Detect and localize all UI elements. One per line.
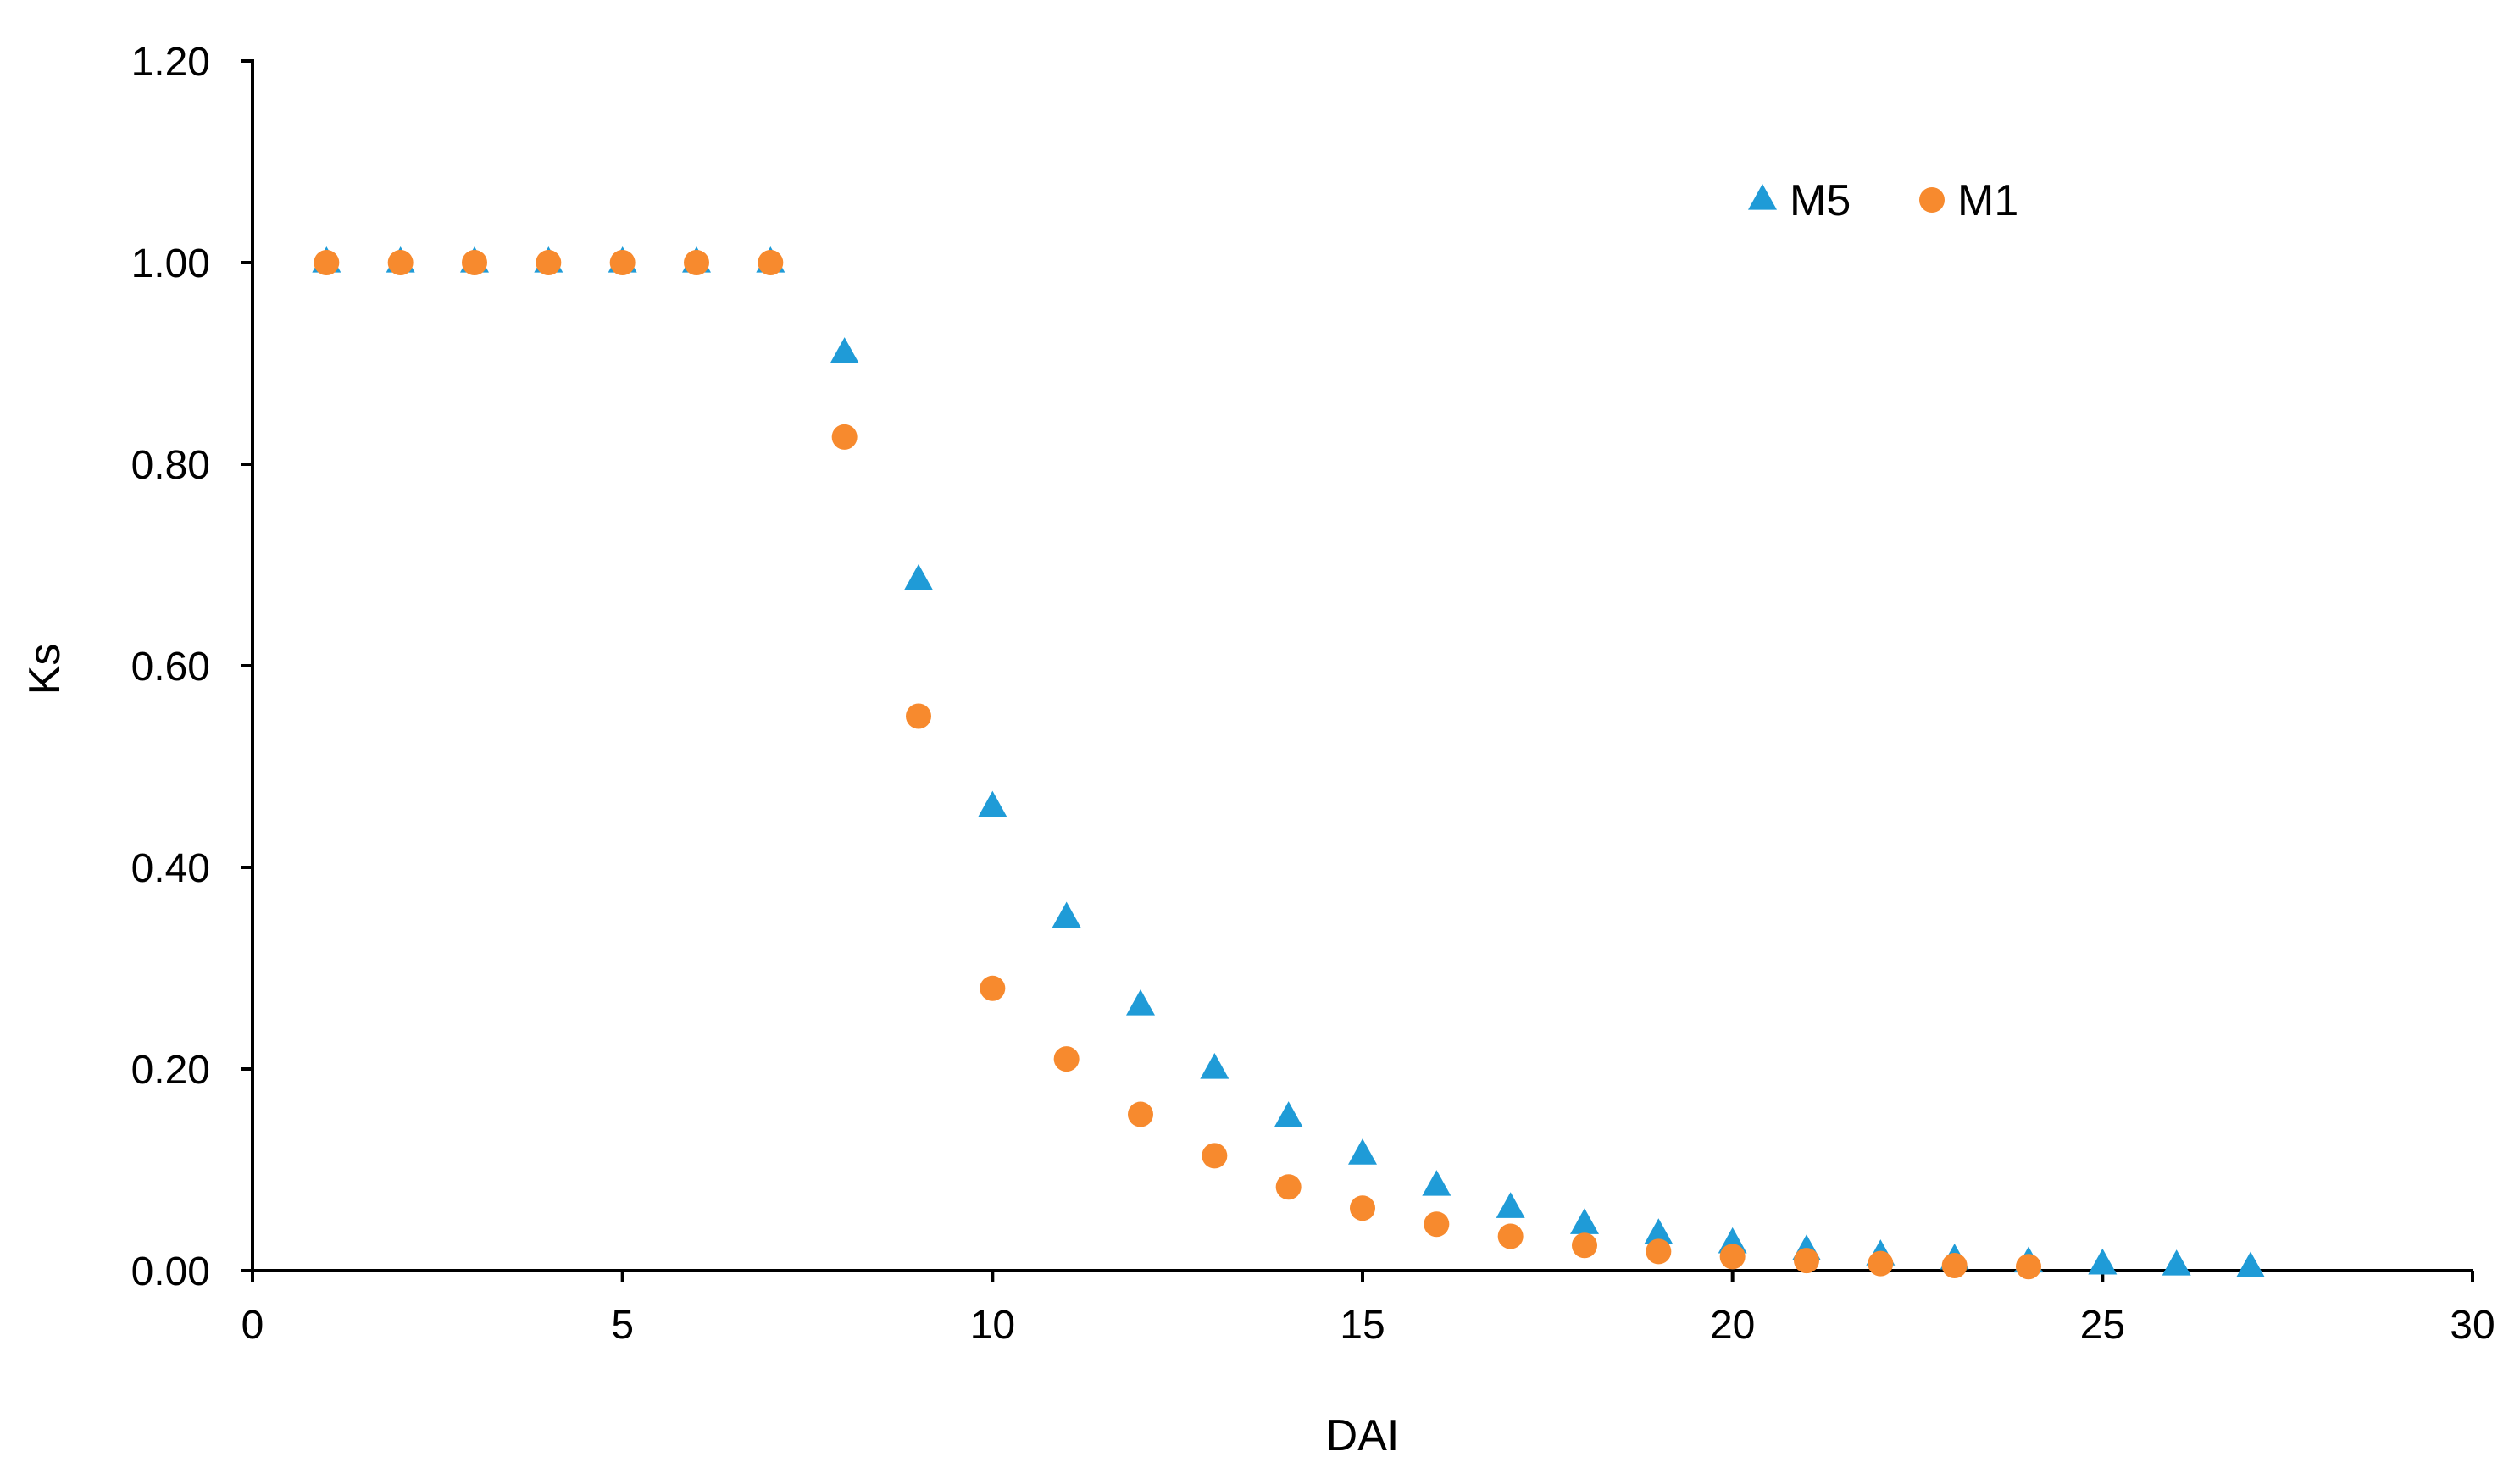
- series-m1: [314, 250, 2041, 1280]
- data-point-m1: [1128, 1101, 1153, 1127]
- data-point-m1: [536, 250, 562, 275]
- legend-item-m1: M1: [1919, 176, 2018, 225]
- data-point-m5: [1422, 1170, 1451, 1196]
- legend-label: M5: [1790, 176, 1851, 225]
- data-point-m5: [1644, 1218, 1674, 1244]
- data-point-m5: [2162, 1249, 2191, 1276]
- data-point-m5: [1052, 901, 1081, 928]
- y-tick-label: 0.80: [131, 443, 210, 488]
- data-point-m5: [904, 563, 933, 590]
- data-marks: [312, 246, 2265, 1280]
- x-tick-label: 5: [611, 1303, 634, 1348]
- legend-item-m5: M5: [1748, 176, 1851, 225]
- data-point-m1: [684, 250, 709, 275]
- data-point-m1: [1646, 1238, 1672, 1265]
- y-tick-label: 0.00: [131, 1249, 210, 1294]
- y-tick-label: 1.20: [131, 40, 210, 85]
- y-tick-label: 1.00: [131, 241, 210, 286]
- series-m5: [312, 246, 2265, 1278]
- data-point-m1: [1275, 1174, 1302, 1200]
- data-point-m5: [1496, 1192, 1525, 1218]
- x-tick-label: 10: [970, 1303, 1015, 1348]
- data-point-m1: [1424, 1211, 1450, 1238]
- data-point-m1: [1572, 1232, 1597, 1259]
- data-point-m1: [1941, 1253, 1968, 1279]
- x-tick-label: 0: [241, 1303, 264, 1348]
- data-point-m1: [1497, 1223, 1524, 1249]
- data-point-m1: [1719, 1244, 1746, 1270]
- data-point-m1: [314, 250, 340, 275]
- legend: M5 M1: [1748, 176, 2018, 225]
- y-tick-label: 0.20: [131, 1048, 210, 1093]
- x-tick-label: 30: [2450, 1303, 2495, 1348]
- legend-label: M1: [1957, 176, 2018, 225]
- data-point-m5: [1200, 1053, 1229, 1079]
- x-tick-label: 20: [1710, 1303, 1755, 1348]
- data-point-m5: [1126, 989, 1155, 1016]
- axes: 0 5 10 15 20 25 30 0.00 0.20 0.40 0.60 0.80 1.00 1.20: [131, 40, 2495, 1348]
- data-point-m5: [2088, 1248, 2118, 1275]
- data-point-m1: [462, 250, 487, 275]
- legend-marker-m5: [1748, 184, 1777, 210]
- x-tick-label: 25: [2080, 1303, 2125, 1348]
- data-point-m5: [1274, 1101, 1303, 1127]
- data-point-m1: [609, 250, 636, 275]
- data-point-m1: [1868, 1250, 1894, 1277]
- x-axis-title: DAI: [1326, 1411, 1400, 1460]
- data-point-m1: [1053, 1046, 1080, 1072]
- data-point-m1: [831, 424, 858, 450]
- data-point-m5: [978, 790, 1007, 817]
- data-point-m5: [1570, 1208, 1599, 1234]
- y-tick-label: 0.40: [131, 846, 210, 891]
- data-point-m1: [906, 703, 931, 729]
- data-point-m1: [2016, 1254, 2041, 1280]
- data-point-m5: [830, 337, 859, 363]
- y-axis-title: Ks: [20, 644, 69, 695]
- data-point-m1: [758, 250, 784, 275]
- data-point-m1: [1350, 1195, 1375, 1221]
- data-point-m1: [980, 975, 1006, 1001]
- x-tick-label: 15: [1340, 1303, 1385, 1348]
- data-point-m1: [1202, 1143, 1228, 1169]
- data-point-m1: [387, 250, 414, 275]
- legend-marker-m1: [1919, 187, 1945, 213]
- data-point-m1: [1794, 1248, 1819, 1274]
- y-tick-label: 0.60: [131, 645, 210, 690]
- data-point-m5: [2236, 1251, 2265, 1278]
- data-point-m5: [1348, 1138, 1377, 1165]
